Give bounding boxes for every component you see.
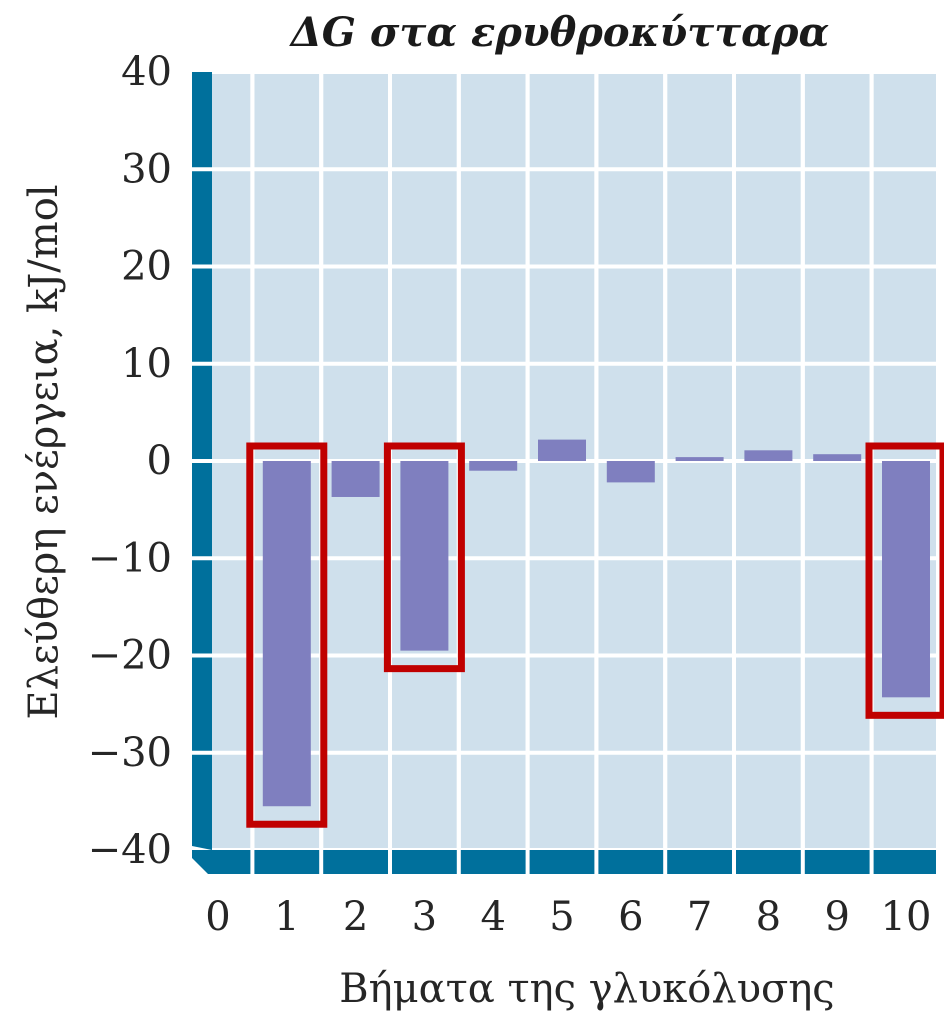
y-axis-title: Ελεύθερη ενέργεια, kJ/mol — [21, 184, 67, 719]
highlight-box-step-10 — [865, 442, 944, 719]
x-tick-label: 10 — [881, 894, 932, 940]
x-tick-label: 8 — [756, 894, 781, 940]
y-tick-label: 40 — [121, 49, 172, 95]
y-tick-label: −30 — [88, 730, 172, 776]
x-tick-label: 2 — [343, 894, 368, 940]
y-tick-label: −40 — [88, 827, 172, 873]
x-axis-title: Βήματα της γλυκόλυσης — [339, 966, 834, 1012]
bar-step-7 — [675, 457, 724, 461]
bar-step-5 — [538, 439, 586, 461]
chart-title: ΔG στα ερυθροκύτταρα — [289, 9, 830, 56]
bar-step-8 — [744, 450, 793, 461]
bar-step-10 — [882, 461, 930, 698]
y-tick-label: 10 — [121, 341, 172, 387]
bar-step-1 — [262, 461, 311, 807]
highlight-box-step-3 — [383, 442, 465, 673]
bar-step-2 — [331, 461, 380, 497]
y-tick-label: 30 — [121, 146, 172, 192]
y-tick-label: 20 — [121, 244, 172, 290]
highlight-box-step-1 — [246, 442, 328, 828]
x-tick-label: 5 — [549, 894, 574, 940]
y-tick-label: −10 — [88, 535, 172, 581]
x-tick-label: 1 — [274, 894, 299, 940]
x-tick-label: 7 — [687, 894, 712, 940]
x-tick-label: 4 — [480, 894, 505, 940]
bar-step-3 — [400, 461, 449, 651]
bar-step-4 — [469, 461, 518, 471]
x-tick-label: 9 — [824, 894, 849, 940]
bar-step-6 — [606, 461, 655, 483]
y-tick-label: −20 — [88, 633, 172, 679]
bar-step-9 — [813, 454, 862, 461]
y-tick-label: 0 — [147, 438, 172, 484]
x-tick-label: 0 — [205, 894, 230, 940]
x-axis-band — [192, 850, 936, 874]
x-tick-label: 6 — [618, 894, 643, 940]
x-tick-label: 3 — [412, 894, 437, 940]
